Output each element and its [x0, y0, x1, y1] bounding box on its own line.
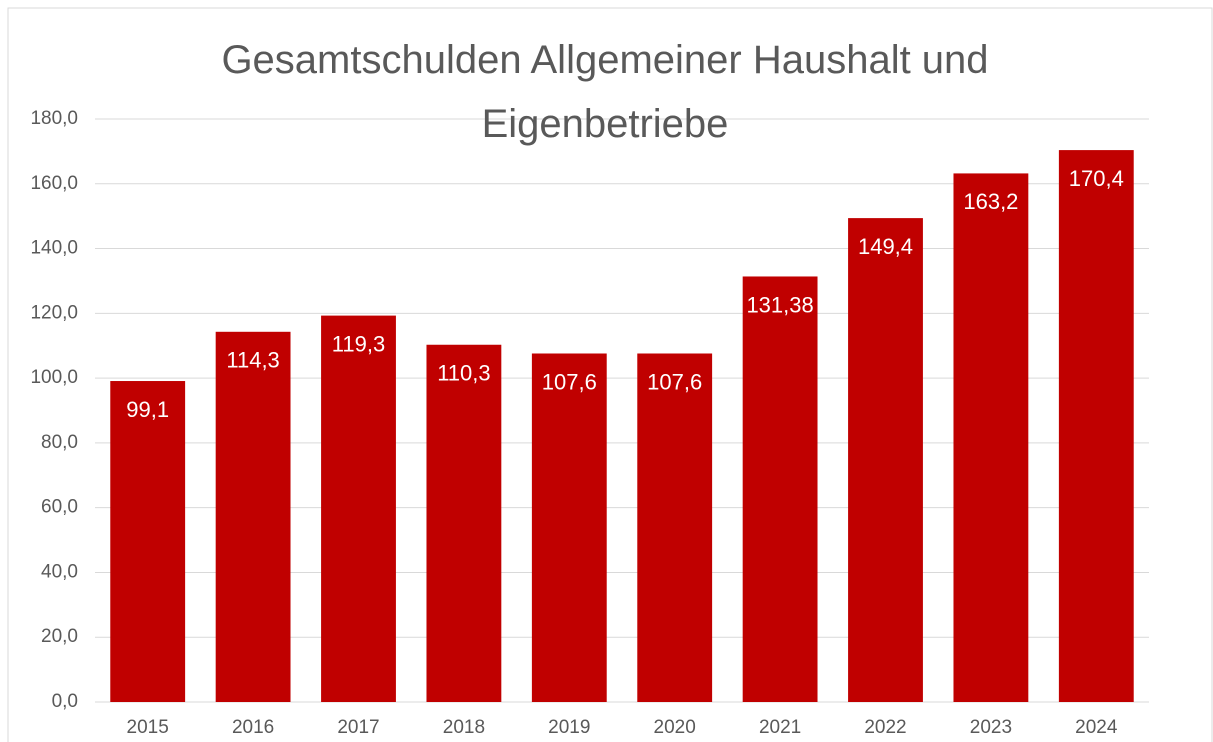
data-label: 149,4 — [858, 234, 913, 259]
y-tick-label: 100,0 — [30, 367, 78, 388]
bar — [848, 218, 923, 703]
data-label: 170,4 — [1069, 166, 1124, 191]
data-label: 114,3 — [226, 348, 279, 373]
bar — [1058, 150, 1134, 703]
bar — [110, 381, 186, 702]
bar — [531, 353, 607, 702]
x-tick-label: 2020 — [654, 717, 696, 738]
bar — [426, 344, 502, 702]
bar — [953, 173, 1029, 702]
data-label: 119,3 — [332, 331, 385, 356]
data-label: 110,3 — [437, 361, 490, 386]
x-tick-label: 2015 — [127, 717, 169, 738]
y-tick-label: 120,0 — [30, 302, 78, 323]
data-label: 163,2 — [963, 189, 1018, 214]
y-tick-label: 180,0 — [30, 108, 78, 129]
x-tick-label: 2017 — [337, 717, 379, 738]
x-tick-label: 2021 — [759, 717, 801, 738]
y-tick-label: 80,0 — [41, 432, 78, 453]
y-tick-label: 0,0 — [52, 691, 78, 712]
y-tick-label: 20,0 — [41, 626, 78, 647]
y-tick-label: 40,0 — [41, 561, 78, 582]
data-label: 99,1 — [126, 397, 169, 422]
x-tick-label: 2016 — [232, 717, 274, 738]
bar — [321, 315, 396, 702]
x-tick-label: 2022 — [864, 717, 906, 738]
bar — [215, 331, 291, 702]
data-label: 107,6 — [542, 369, 597, 394]
x-tick-label: 2019 — [548, 717, 590, 738]
y-tick-label: 140,0 — [30, 238, 78, 259]
bar — [637, 353, 713, 702]
x-tick-label: 2024 — [1075, 717, 1118, 738]
chart-border — [7, 7, 1213, 742]
chart-title: Gesamtschulden Allgemeiner Haushalt und … — [221, 38, 989, 146]
x-tick-label: 2018 — [443, 717, 485, 738]
data-label: 131,38 — [746, 292, 813, 317]
y-tick-label: 60,0 — [41, 497, 78, 518]
bar — [742, 276, 818, 702]
data-label: 107,6 — [647, 369, 702, 394]
x-tick-label: 2023 — [970, 717, 1012, 738]
y-tick-label: 160,0 — [30, 173, 78, 194]
